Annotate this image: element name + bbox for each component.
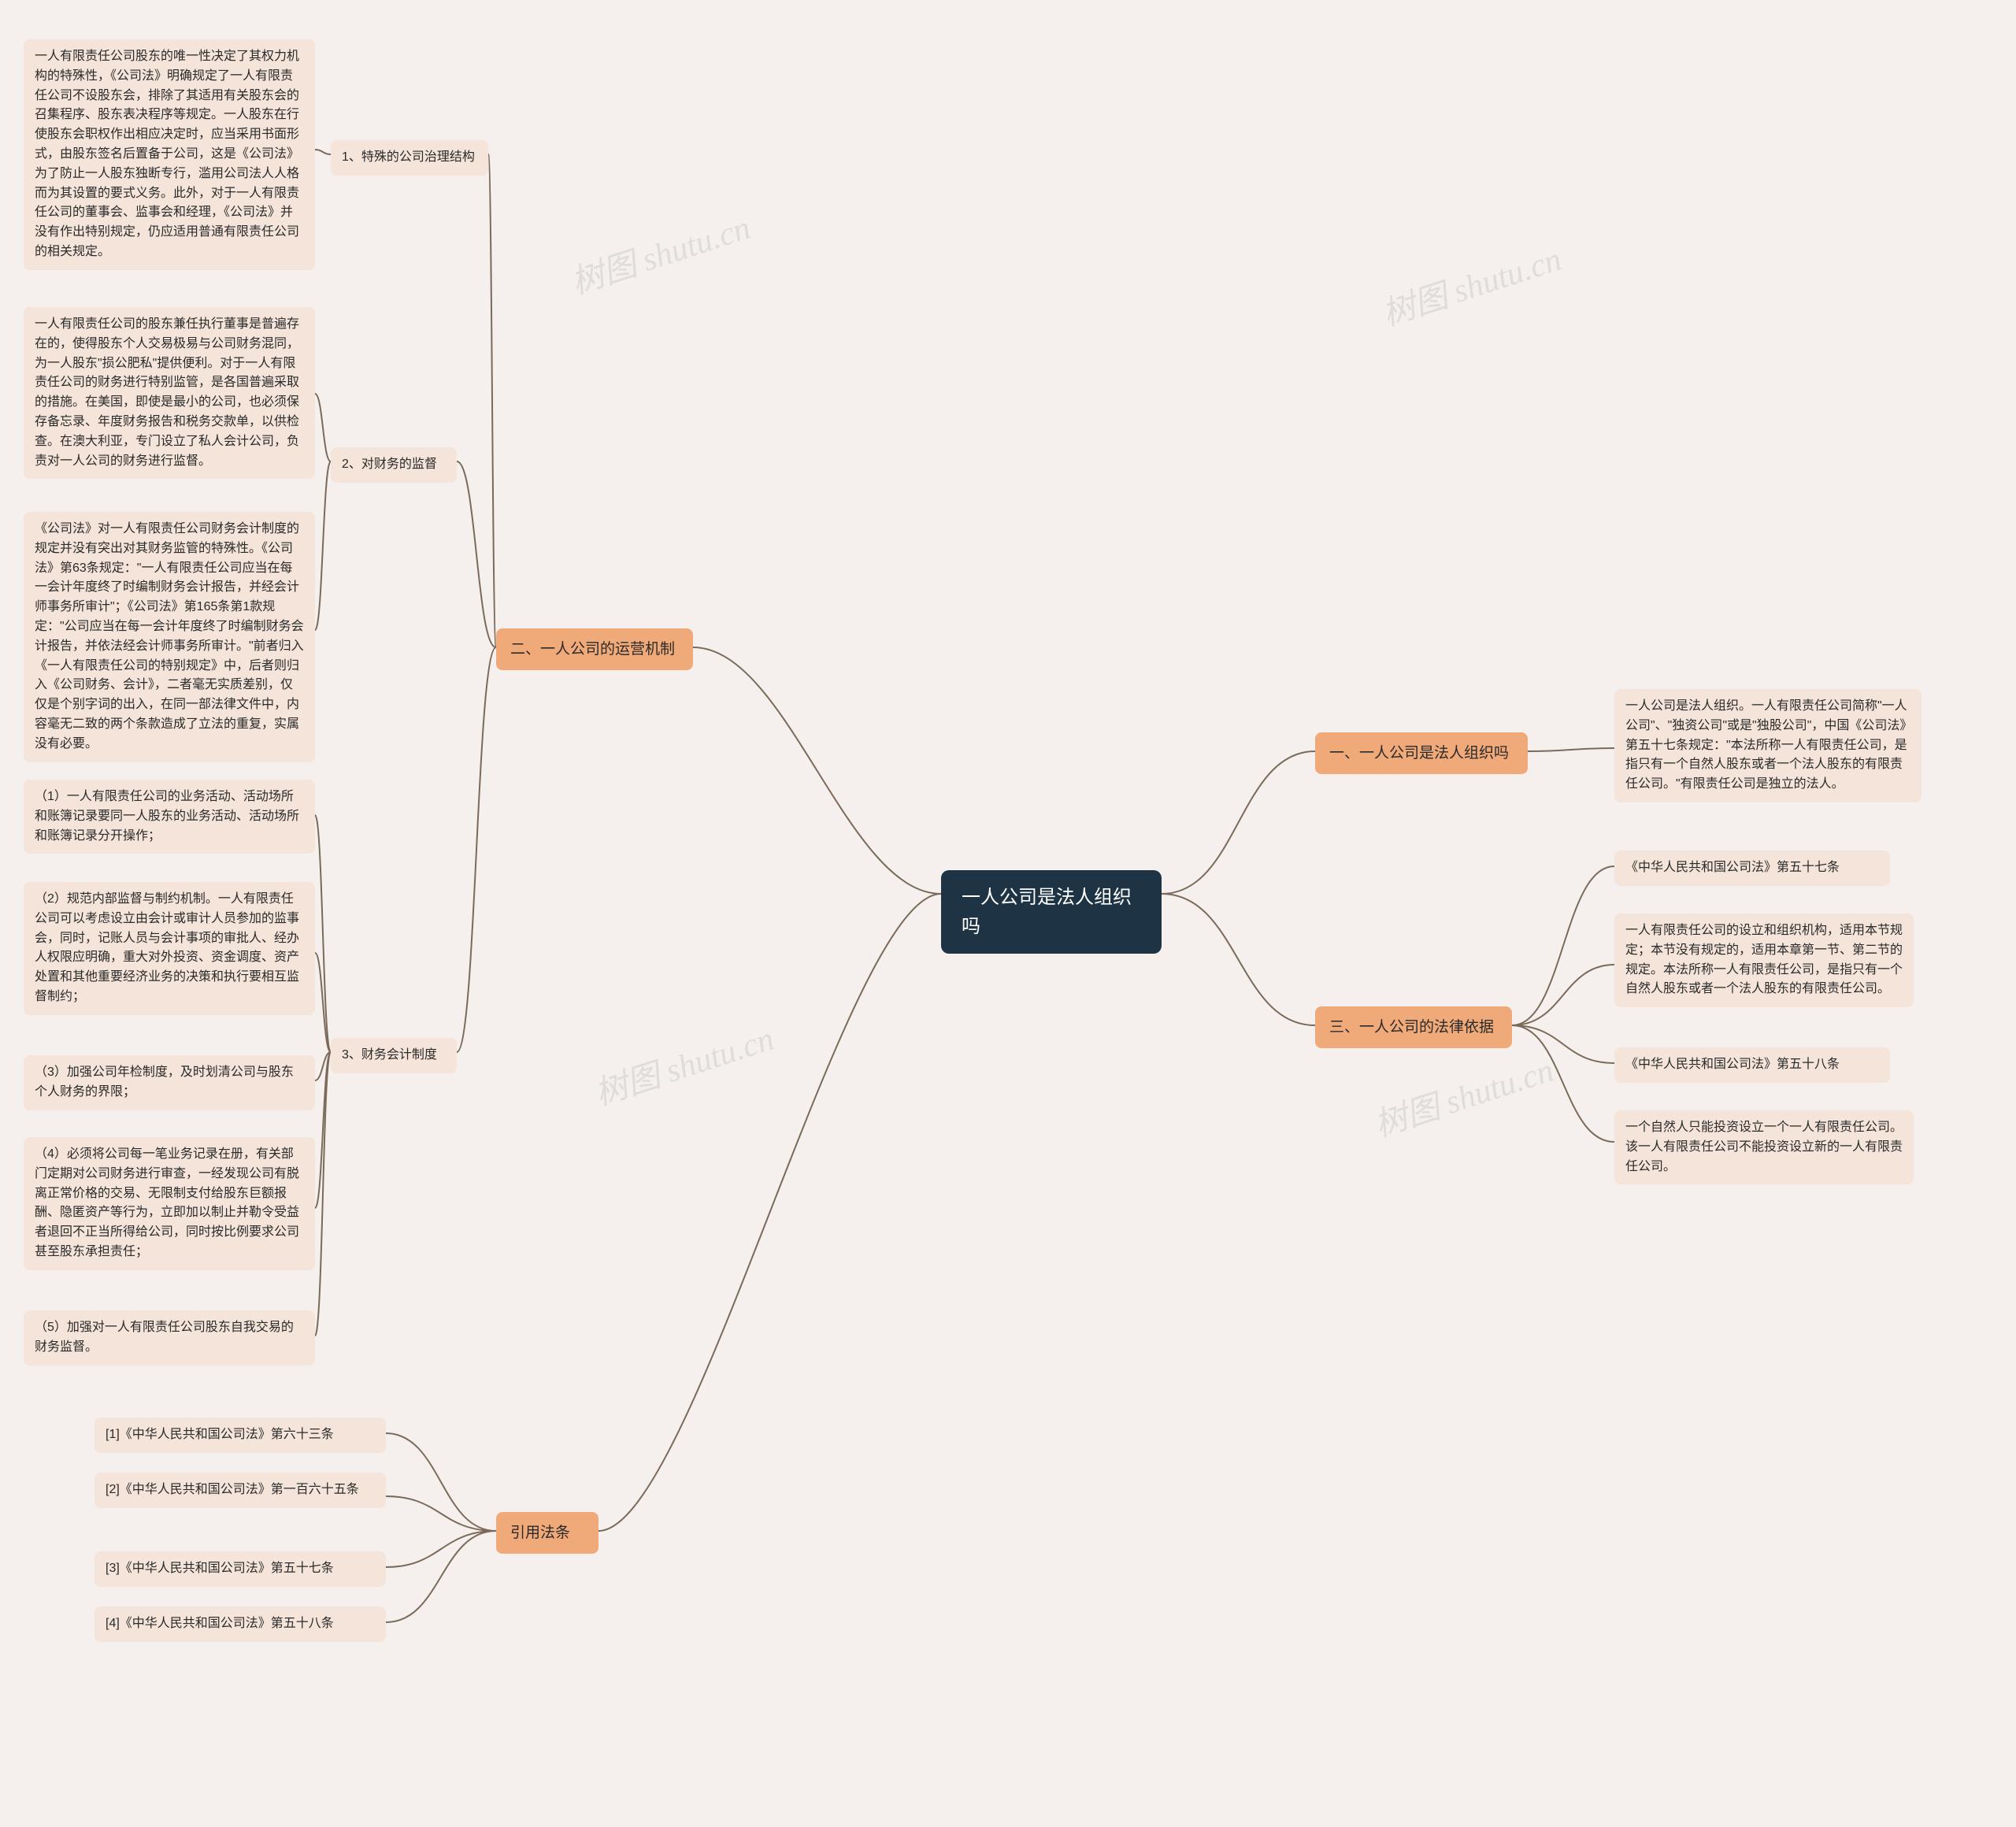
node-r2c1: 《中华人民共和国公司法》第五十七条	[1614, 850, 1890, 886]
node-l1c3: 3、财务会计制度	[331, 1038, 457, 1073]
node-l1c3e: （5）加强对一人有限责任公司股东自我交易的财务监督。	[24, 1310, 315, 1366]
node-l1c3c: （3）加强公司年检制度，及时划清公司与股东个人财务的界限；	[24, 1055, 315, 1110]
node-l1c3a: （1）一人有限责任公司的业务活动、活动场所和账簿记录要同一人股东的业务活动、活动…	[24, 780, 315, 854]
node-r2c4: 一个自然人只能投资设立一个一人有限责任公司。该一人有限责任公司不能投资设立新的一…	[1614, 1110, 1914, 1184]
node-l2c3: [3]《中华人民共和国公司法》第五十七条	[94, 1551, 386, 1587]
node-l2c4: [4]《中华人民共和国公司法》第五十八条	[94, 1606, 386, 1642]
node-l2c1: [1]《中华人民共和国公司法》第六十三条	[94, 1418, 386, 1453]
node-l1c3b: （2）规范内部监督与制约机制。一人有限责任公司可以考虑设立由会计或审计人员参加的…	[24, 882, 315, 1015]
node-l1c2a: 一人有限责任公司的股东兼任执行董事是普遍存在的，使得股东个人交易极易与公司财务混…	[24, 307, 315, 479]
node-l1c2b: 《公司法》对一人有限责任公司财务会计制度的规定并没有突出对其财务监管的特殊性。《…	[24, 512, 315, 762]
node-l1c1: 1、特殊的公司治理结构	[331, 140, 488, 176]
node-r2: 三、一人公司的法律依据	[1315, 1006, 1512, 1048]
node-l2c2: [2]《中华人民共和国公司法》第一百六十五条	[94, 1473, 386, 1508]
node-l1c1a: 一人有限责任公司股东的唯一性决定了其权力机构的特殊性，《公司法》明确规定了一人有…	[24, 39, 315, 270]
node-r1: 一、一人公司是法人组织吗	[1315, 732, 1528, 774]
node-r1c1: 一人公司是法人组织。一人有限责任公司简称"一人公司"、"独资公司"或是"独股公司…	[1614, 689, 1922, 802]
node-l1: 二、一人公司的运营机制	[496, 628, 693, 670]
node-l2: 引用法条	[496, 1512, 598, 1554]
node-l1c3d: （4）必须将公司每一笔业务记录在册，有关部门定期对公司财务进行审查，一经发现公司…	[24, 1137, 315, 1270]
node-l1c2: 2、对财务的监督	[331, 447, 457, 483]
node-r2c3: 《中华人民共和国公司法》第五十八条	[1614, 1047, 1890, 1083]
node-root: 一人公司是法人组织吗	[941, 870, 1162, 954]
node-r2c2: 一人有限责任公司的设立和组织机构，适用本节规定；本节没有规定的，适用本章第一节、…	[1614, 914, 1914, 1007]
